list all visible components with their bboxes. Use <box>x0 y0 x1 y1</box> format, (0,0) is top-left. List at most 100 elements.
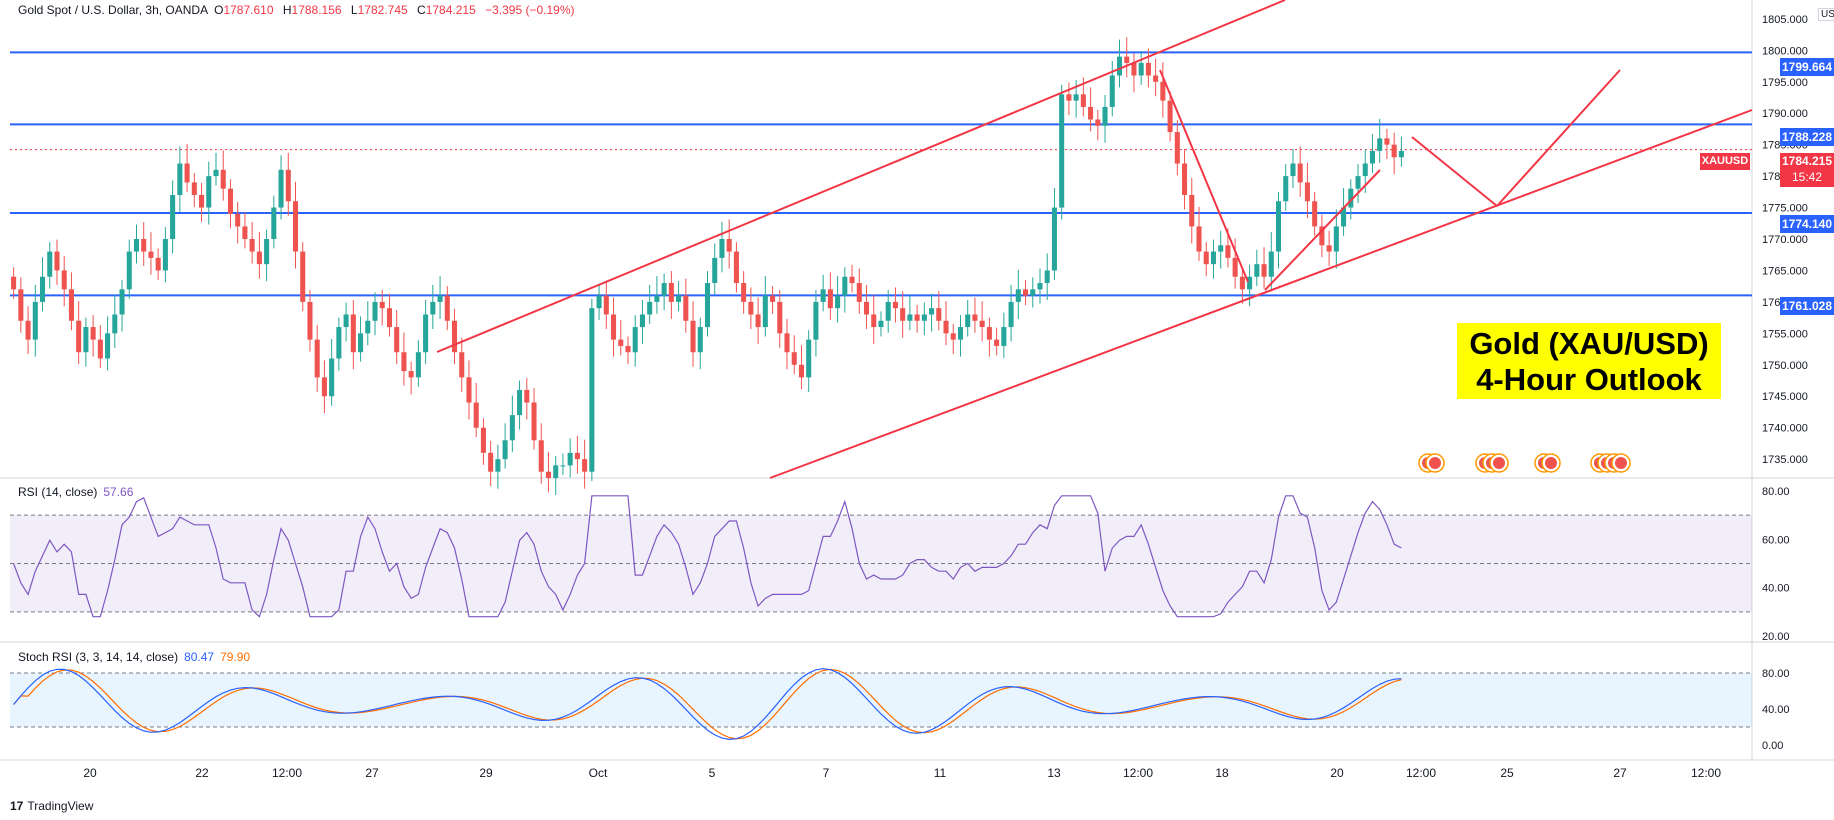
candle-body <box>1203 251 1209 265</box>
candle <box>235 201 241 244</box>
candle <box>929 293 935 332</box>
candle-body <box>596 295 602 309</box>
candle-body <box>820 289 826 302</box>
outlook-banner: Gold (XAU/USD) 4-Hour Outlook <box>1457 323 1721 399</box>
candle-body <box>54 251 60 271</box>
candle <box>748 287 754 329</box>
last-price-label: 1784.215 15:42 <box>1780 153 1834 187</box>
candle <box>813 289 819 357</box>
rsi-tick-label: 40.00 <box>1762 583 1790 595</box>
candle-body <box>885 301 891 321</box>
rsi-legend[interactable]: RSI (14, close) 57.66 <box>18 485 133 499</box>
candle <box>762 276 768 337</box>
price-tick-label: 1740.000 <box>1762 423 1808 435</box>
candle <box>1001 312 1007 358</box>
candle-body <box>184 163 190 183</box>
candle <box>545 452 552 493</box>
candle <box>647 284 653 324</box>
candle <box>444 286 450 331</box>
stoch-legend[interactable]: Stoch RSI (3, 3, 14, 14, close) 80.47 79.9… <box>18 650 250 664</box>
candle-body <box>1355 176 1361 189</box>
candle-body <box>199 194 205 208</box>
candle-body <box>1333 226 1339 252</box>
candle <box>531 388 537 450</box>
candle <box>921 302 927 336</box>
candle-body <box>1124 56 1130 63</box>
candle <box>170 180 176 254</box>
candle-body <box>1116 56 1123 76</box>
candle <box>863 284 870 329</box>
candle <box>213 152 219 186</box>
candle <box>1326 230 1332 267</box>
candle-body <box>798 364 804 378</box>
candle-body <box>1080 94 1086 107</box>
economic-events[interactable] <box>1418 453 1631 473</box>
candle <box>538 423 544 484</box>
candle-body <box>574 452 580 460</box>
candle-body <box>1196 226 1202 252</box>
candle-body <box>856 283 862 302</box>
candle-body <box>300 251 306 302</box>
stoch-d-value: 79.90 <box>220 650 251 664</box>
candle <box>18 277 24 333</box>
high-label: H <box>282 3 292 17</box>
countdown: 15:42 <box>1791 170 1823 184</box>
tradingview-brand[interactable]: 17 TradingView <box>10 799 93 813</box>
candle <box>423 300 429 365</box>
price-tick-label: 1800.000 <box>1762 45 1808 57</box>
candle <box>972 297 978 333</box>
candle <box>336 317 342 371</box>
candle <box>1369 133 1376 173</box>
candle <box>900 291 906 338</box>
symbol-header: Gold Spot / U.S. Dollar, 3h, OANDA O1787… <box>18 3 581 17</box>
candle-body <box>1326 245 1332 252</box>
candle-body <box>1131 62 1137 76</box>
candle-body <box>1218 245 1224 252</box>
candle-body <box>466 377 472 403</box>
candle-body <box>1239 276 1245 290</box>
candle-body <box>350 314 356 353</box>
candle-body <box>11 276 17 290</box>
candle <box>271 195 277 249</box>
flag-event-icon <box>1541 453 1561 473</box>
event-flag <box>1545 457 1557 469</box>
candle-body <box>950 333 956 340</box>
currency-label[interactable]: USD <box>1818 8 1834 21</box>
candle <box>907 294 913 331</box>
candle <box>1153 58 1159 97</box>
candle-body <box>314 339 320 378</box>
candle <box>1268 232 1274 292</box>
stoch-tick-label: 0.00 <box>1762 740 1783 752</box>
candle-body <box>1297 163 1303 183</box>
candle <box>1030 277 1036 308</box>
trend-drawings[interactable] <box>436 0 1753 479</box>
candle-body <box>437 295 443 302</box>
candle-body <box>972 314 978 321</box>
candle <box>936 291 942 331</box>
price-tick-label: 1795.000 <box>1762 77 1808 89</box>
candle <box>1304 162 1310 219</box>
candle-body <box>264 239 270 265</box>
candle <box>697 317 703 370</box>
horizontal-levels[interactable] <box>10 51 1752 297</box>
candle-body <box>611 314 617 340</box>
stoch-title: Stoch RSI (3, 3, 14, 14, close) <box>18 650 179 664</box>
candle <box>437 276 443 319</box>
time-tick-label: Oct <box>589 766 608 780</box>
candle-body <box>827 289 833 309</box>
price-tick-label: 1755.000 <box>1762 328 1808 340</box>
candle <box>451 308 458 365</box>
candle <box>321 360 327 414</box>
candle <box>892 287 898 323</box>
candle-body <box>690 320 696 353</box>
candle <box>1210 239 1216 279</box>
candle-body <box>762 295 768 328</box>
candle-body <box>415 352 421 378</box>
candle-body <box>480 427 486 453</box>
candle-body <box>329 358 335 397</box>
candle <box>950 323 956 355</box>
candle-body <box>1138 62 1144 76</box>
candle-body <box>545 471 552 478</box>
candle <box>1312 191 1318 236</box>
